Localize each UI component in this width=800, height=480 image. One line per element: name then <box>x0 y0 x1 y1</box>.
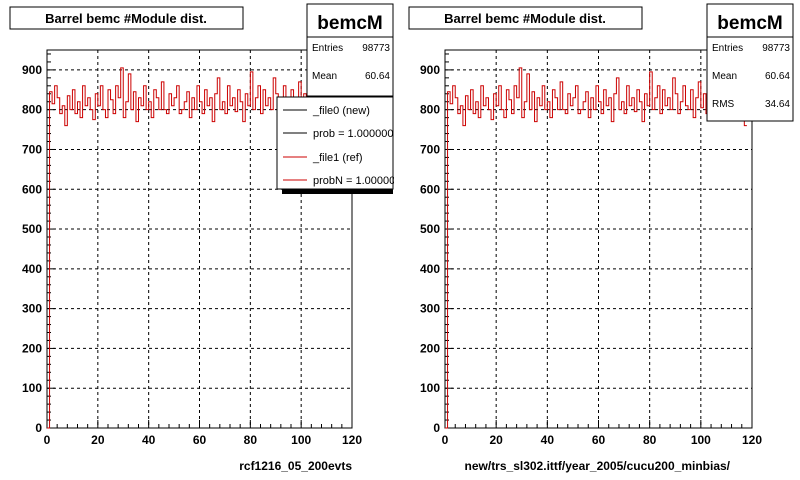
x-tick-label: 100 <box>691 433 711 447</box>
x-tick-label: 60 <box>592 433 606 447</box>
stats-rms-value: 34.64 <box>765 99 790 110</box>
y-tick-label: 600 <box>22 182 42 196</box>
stats-entries-label: Entries <box>312 43 343 54</box>
y-tick-label: 200 <box>22 341 42 355</box>
legend-box <box>276 96 394 190</box>
x-tick-label: 40 <box>541 433 555 447</box>
stats-entries-label: Entries <box>712 43 743 54</box>
stats-box <box>306 3 394 97</box>
x-axis-label: rcf1216_05_200evts <box>239 459 352 473</box>
x-tick-label: 40 <box>142 433 156 447</box>
x-tick-label: 100 <box>291 433 311 447</box>
stats-title: bemcM <box>317 13 382 34</box>
legend-label-probn: probN = 1.000000 <box>313 175 401 187</box>
stats-mean-value: 60.64 <box>765 71 790 82</box>
left-panel: 0 20 40 60 80 100 120 0 100 200 300 400 500 600 700 800… <box>9 3 408 473</box>
axis-ticks <box>46 53 353 429</box>
x-axis-label: new/trs_sl302.ittf/year_2005/cucu200_min… <box>465 459 731 473</box>
x-tick-label: 120 <box>342 433 362 447</box>
histogram-line <box>445 67 747 429</box>
y-tick-label: 300 <box>22 302 42 316</box>
y-tick-label: 0 <box>433 421 440 435</box>
x-tick-label: 120 <box>742 433 762 447</box>
stats-title: bemcM <box>717 13 782 34</box>
y-tick-label: 0 <box>35 421 42 435</box>
x-tick-label: 60 <box>193 433 207 447</box>
chart-title: Barrel bemc #Module dist. <box>444 11 606 26</box>
title-box <box>9 6 244 30</box>
y-tick-label: 800 <box>420 103 440 117</box>
legend-label-file0: _file0 (new) <box>312 105 370 117</box>
y-tick-label: 700 <box>420 142 440 156</box>
x-tick-label: 80 <box>244 433 258 447</box>
y-tick-label: 100 <box>420 381 440 395</box>
stats-mean-label: Mean <box>312 71 337 82</box>
stats-entries-value: 98773 <box>362 43 390 54</box>
axis-ticks <box>444 53 753 429</box>
y-tick-label: 900 <box>420 63 440 77</box>
y-tick-label: 300 <box>420 302 440 316</box>
stats-mean-label: Mean <box>712 71 737 82</box>
x-tick-label: 0 <box>44 433 51 447</box>
y-tick-label: 600 <box>420 182 440 196</box>
stats-box <box>706 3 794 122</box>
x-tick-label: 20 <box>91 433 105 447</box>
y-tick-label: 500 <box>22 222 42 236</box>
y-tick-label: 500 <box>420 222 440 236</box>
legend-label-prob: prob = 1.000000 <box>313 128 393 140</box>
chart-title: Barrel bemc #Module dist. <box>45 11 207 26</box>
tick-labels: 0 20 40 60 80 100 120 0 100 200 300 400 500 600 700 800… <box>420 63 762 447</box>
stats-mean-value: 60.64 <box>365 71 390 82</box>
y-tick-label: 700 <box>22 142 42 156</box>
x-tick-label: 20 <box>489 433 503 447</box>
y-tick-label: 900 <box>22 63 42 77</box>
histogram-line <box>47 67 352 429</box>
y-tick-label: 100 <box>22 381 42 395</box>
panel-edge-mask <box>394 90 408 200</box>
stats-rms-label: RMS <box>712 99 735 110</box>
y-tick-label: 400 <box>420 262 440 276</box>
tick-labels: 0 20 40 60 80 100 120 0 100 200 300 400 500 600 700 800… <box>22 63 362 447</box>
y-tick-label: 400 <box>22 262 42 276</box>
legend-label-file1: _file1 (ref) <box>312 152 363 164</box>
x-tick-label: 80 <box>643 433 657 447</box>
title-box <box>408 6 643 30</box>
y-tick-label: 200 <box>420 341 440 355</box>
stats-entries-value: 98773 <box>762 43 790 54</box>
y-tick-label: 800 <box>22 103 42 117</box>
right-panel: 0 20 40 60 80 100 120 0 100 200 300 400 500 600 700 800… <box>408 3 794 473</box>
x-tick-label: 0 <box>442 433 449 447</box>
